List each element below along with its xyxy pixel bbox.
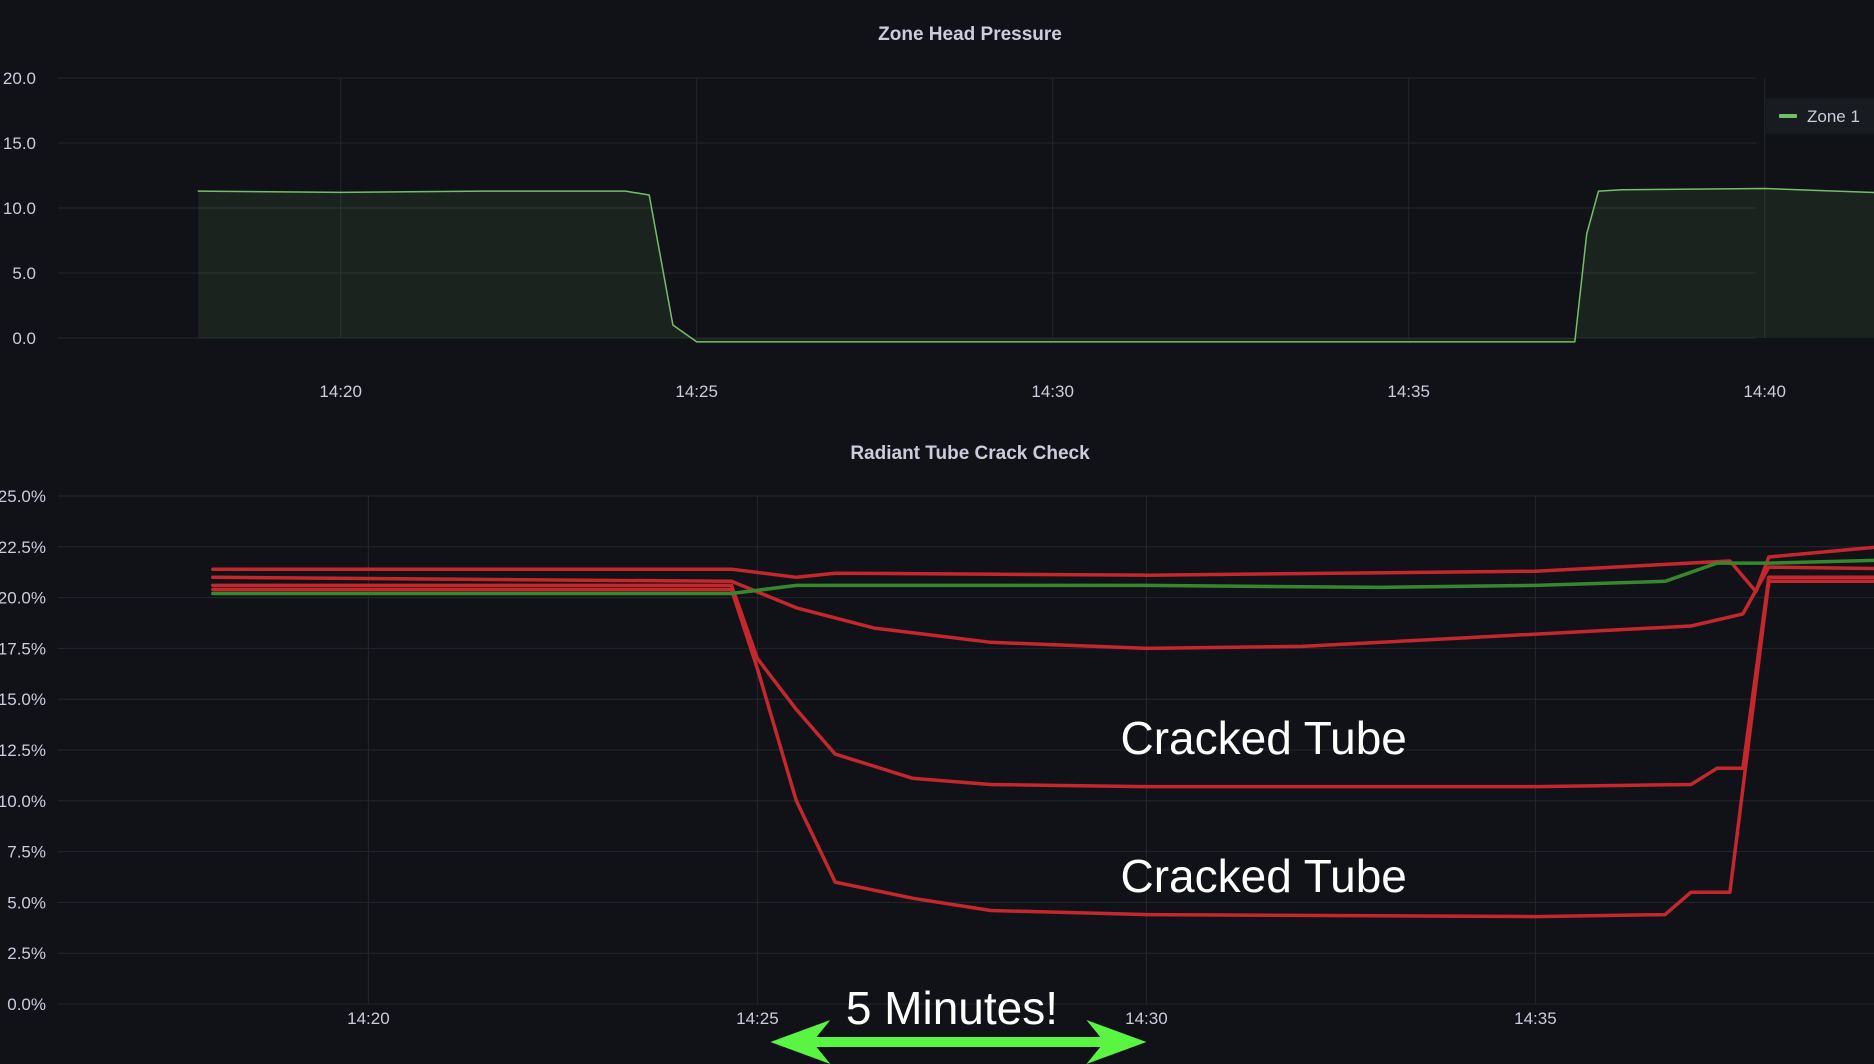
legend-swatch: [1779, 114, 1797, 118]
y-tick-label: 22.5%: [0, 538, 46, 557]
x-tick-label: 14:40: [1743, 382, 1786, 401]
y-tick-label: 20.0: [3, 69, 36, 88]
x-tick-label: 14:25: [736, 1009, 779, 1028]
series-layer: [211, 541, 1874, 919]
x-tick-label: 14:25: [675, 382, 718, 401]
y-tick-label: 15.0%: [0, 690, 46, 709]
grid: [58, 77, 1766, 339]
grid: [58, 495, 1874, 1005]
panel-title: Radiant Tube Crack Check: [850, 443, 1090, 464]
series-layer: [197, 187, 1874, 343]
x-tick-label: 14:30: [1125, 1009, 1168, 1028]
series-line[interactable]: [211, 557, 1874, 596]
y-tick-label: 2.5%: [7, 944, 46, 963]
y-tick-label: 7.5%: [7, 843, 46, 862]
x-tick-label: 14:35: [1387, 382, 1430, 401]
y-axis: 25.0% 22.5% 20.0% 17.5% 15.0% 12.5% 10.0% 7.5% 5…: [0, 487, 46, 1014]
series-line[interactable]: [211, 565, 1874, 651]
y-tick-label: 5.0: [12, 264, 36, 283]
y-tick-label: 10.0%: [0, 792, 46, 811]
y-tick-label: 0.0: [12, 329, 36, 348]
y-tick-label: 5.0%: [7, 893, 46, 912]
x-tick-label: 14:20: [319, 382, 362, 401]
y-tick-label: 20.0%: [0, 589, 46, 608]
arrow-head-left: [770, 1020, 831, 1064]
x-axis: 14:20 14:25 14:30 14:35 14:40: [319, 382, 1786, 401]
series-area: [198, 188, 1874, 342]
series-line[interactable]: [211, 541, 1874, 594]
x-tick-label: 14:35: [1514, 1009, 1557, 1028]
annotation-label: Cracked Tube: [1120, 850, 1406, 902]
series-line[interactable]: [211, 575, 1874, 789]
y-tick-label: 0.0%: [7, 995, 46, 1014]
y-tick-label: 25.0%: [0, 487, 46, 506]
series-line[interactable]: [197, 187, 1874, 343]
arrow-head-right: [1086, 1020, 1147, 1064]
panel-title: Zone Head Pressure: [878, 24, 1062, 45]
y-tick-label: 10.0: [3, 199, 36, 218]
annotations: Cracked Tube Cracked Tube 5 Minutes!: [770, 712, 1407, 1064]
zone-head-pressure-panel: Zone Head Pressure 20.0 15.0 10.0 5.0 0.0 14…: [3, 24, 1874, 401]
y-tick-label: 12.5%: [0, 741, 46, 760]
radiant-tube-crack-check-panel: Radiant Tube Crack Check 25.0% 22.5% 20.0%…: [0, 443, 1874, 1064]
annotation-label: Cracked Tube: [1120, 712, 1406, 764]
y-tick-label: 15.0: [3, 134, 36, 153]
legend-label: Zone 1: [1807, 107, 1860, 126]
duration-arrow: [770, 1020, 1147, 1064]
x-tick-label: 14:30: [1031, 382, 1074, 401]
y-tick-label: 17.5%: [0, 639, 46, 658]
series-line[interactable]: [211, 579, 1874, 919]
legend[interactable]: Zone 1: [1766, 98, 1874, 134]
x-tick-label: 14:20: [347, 1009, 390, 1028]
annotation-label: 5 Minutes!: [846, 982, 1058, 1034]
y-axis: 20.0 15.0 10.0 5.0 0.0: [3, 69, 36, 348]
